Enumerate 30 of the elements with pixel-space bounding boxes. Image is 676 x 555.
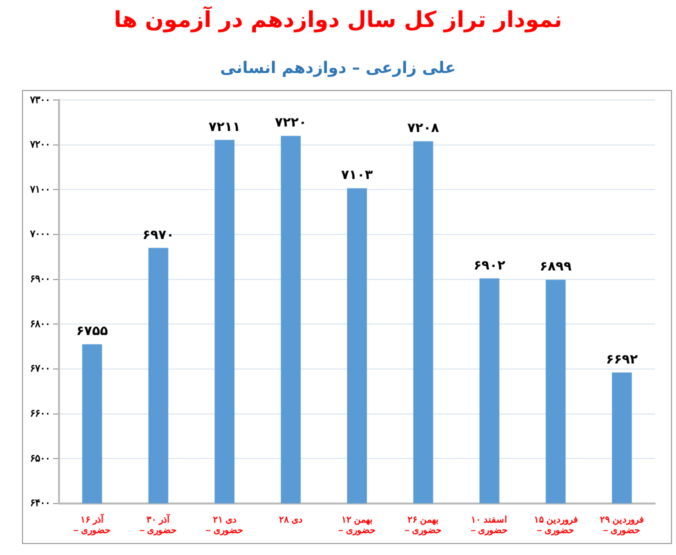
x-tick-label: ۲۶ بهمن – حضوری [404,514,442,536]
data-label: ۶۶۹۲ [606,352,638,368]
x-tick-label: ۲۹ فروردین – حضوری [600,514,644,536]
data-label: ۶۷۵۵ [76,324,108,340]
x-tick-label: ۱۶ آذر – حضوری [73,513,111,536]
y-tick-label: ۷۲۰۰ [29,140,50,151]
x-tick-label: ۱۰ اسفند – حضوری [470,514,508,536]
x-tick-label: ۲۱ دی – حضوری [206,514,244,536]
y-tick-label: ۶۴۰۰ [30,498,50,510]
y-tick-label: ۶۶۰۰ [30,408,50,420]
y-tick-label: ۶۸۰۰ [30,318,50,330]
x-tick-label: ۲۸ دی [279,514,303,524]
y-tick-label: ۷۳۰۰ [29,94,50,106]
y-tick-label: ۶۵۰۰ [30,453,50,464]
y-tick-label: ۷۰۰۰ [29,229,50,240]
data-label: ۷۲۱۱ [208,120,240,135]
data-label: ۷۲۲۰ [274,116,307,131]
x-tick-label: ۳۰ آذر – حضوری [140,513,178,536]
data-label: ۷۱۰۳ [341,168,373,184]
data-label: ۶۹۷۰ [142,228,174,243]
y-tick-label: ۷۱۰۰ [29,184,50,196]
chart-title: نمودار تراز کل سال دوازدهم در آزمون ها [112,8,564,33]
data-label: ۷۲۰۸ [407,121,440,136]
y-tick-label: ۶۹۰۰ [30,274,50,286]
chart-subtitle: علی زارعی – دوازدهم انسانی [219,58,457,77]
data-label: ۶۸۹۹ [540,260,572,275]
y-tick-label: ۶۷۰۰ [30,364,50,375]
x-tick-label: ۱۲ بهمن – حضوری [338,514,376,536]
data-label: ۶۹۰۲ [474,258,506,274]
x-tick-label: ۱۵ فروردین – حضوری [534,514,578,536]
